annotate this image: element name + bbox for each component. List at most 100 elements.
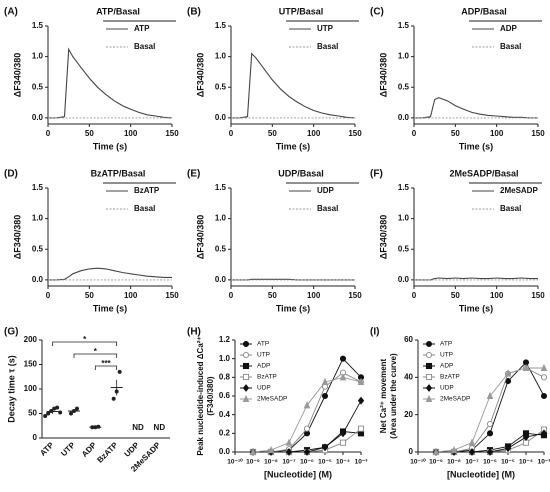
x-tick-label: 10⁻³ — [355, 459, 369, 466]
y-tick-label: 0.4 — [219, 410, 231, 419]
y-tick-label: 0.2 — [219, 428, 231, 437]
y-tick-label: 1.5 — [32, 21, 44, 30]
marker — [249, 447, 257, 456]
series-line — [414, 97, 538, 119]
marker — [357, 377, 365, 386]
x-tick-label: 10⁻¹⁰ — [227, 458, 243, 466]
panel: (A) 0.0 0.5 1.0 1.5 0 50 100 150 Time (s) ΔF340/38… — [4, 6, 179, 151]
x-tick-label: 10⁻⁸ — [264, 459, 278, 466]
legend-label: UDP — [317, 186, 335, 195]
y-tick-label: 1.0 — [398, 52, 410, 61]
panel-label: (I) — [370, 327, 379, 338]
x-tick-label: 50 — [451, 129, 460, 138]
significance-bracket — [52, 341, 118, 346]
x-tick-label: 50 — [451, 291, 460, 300]
series-line — [231, 52, 356, 119]
legend-label: Basal — [134, 42, 155, 51]
marker — [468, 448, 476, 456]
x-tick-label: 100 — [307, 291, 321, 300]
legend-marker — [242, 373, 250, 381]
chart-title: ADP/Basal — [461, 6, 507, 16]
x-tick-label: 150 — [348, 129, 362, 138]
x-tick-label: UTP — [59, 440, 77, 458]
x-tick-label: 150 — [531, 291, 545, 300]
legend-marker — [425, 362, 433, 370]
legend-label: UTP — [440, 352, 453, 359]
panel: (E) 0.0 0.5 1.0 1.5 0 50 100 150 Time (s) ΔF340/38… — [187, 168, 362, 313]
x-tick-label: 10⁻⁷ — [465, 459, 479, 466]
x-tick-label: 10⁻⁵ — [318, 459, 332, 466]
x-axis-label: [Nucleotide] (M) — [264, 469, 332, 479]
marker — [540, 392, 548, 400]
legend-marker — [242, 362, 250, 370]
y-tick-label: 1.0 — [215, 52, 227, 61]
legend-label: BzATP — [440, 374, 460, 381]
x-tick-label: 50 — [85, 129, 94, 138]
y-tick-label: 0.0 — [215, 275, 227, 284]
x-axis-label: Time (s) — [276, 303, 310, 313]
y-axis-label: ΔF340/380 — [195, 215, 205, 260]
chart-title: UTP/Basal — [279, 6, 324, 16]
y-tick-label: 150 — [24, 360, 38, 369]
x-tick-label: 10⁻⁸ — [447, 459, 461, 466]
legend-label: BzATP — [257, 374, 277, 381]
x-tick-label: 10⁻⁹ — [429, 459, 443, 466]
marker — [504, 444, 512, 453]
y-tick-label: 0.5 — [398, 244, 410, 253]
panel-label: (A) — [4, 7, 18, 18]
y-tick-label: 1.0 — [32, 214, 44, 223]
marker — [540, 429, 548, 438]
x-axis-label: Time (s) — [93, 303, 127, 313]
significance-label: *** — [101, 359, 111, 368]
x-tick-label: ADP — [80, 440, 99, 459]
y-tick-label: 200 — [24, 335, 38, 344]
x-tick-label: 100 — [124, 291, 138, 300]
y-tick-label: 0.0 — [398, 113, 410, 122]
marker — [450, 445, 458, 454]
significance-bracket — [73, 353, 118, 358]
x-tick-label: 100 — [307, 129, 321, 138]
y-tick-label: 1.0 — [219, 354, 231, 363]
legend-label: Basal — [317, 42, 338, 51]
y-tick-label: 1.0 — [32, 52, 44, 61]
panel-label: (F) — [370, 169, 383, 180]
data-point — [111, 396, 116, 401]
y-tick-label: 0.0 — [215, 113, 227, 122]
x-tick-label: 10⁻⁵ — [501, 459, 515, 466]
legend-label: ADP — [500, 24, 518, 33]
y-tick-label: 1.2 — [219, 335, 231, 344]
y-axis-label: ΔF340/380 — [378, 215, 388, 260]
data-point — [55, 405, 60, 410]
data-point — [46, 411, 51, 416]
x-tick-label: 10⁻⁷ — [282, 459, 296, 466]
x-tick-label: 0 — [412, 291, 417, 300]
marker — [285, 438, 293, 446]
marker — [357, 396, 365, 405]
x-tick-label: 0 — [229, 129, 234, 138]
legend-label: ATP — [257, 341, 269, 348]
x-tick-label: 10⁻¹⁰ — [410, 458, 426, 466]
legend-marker — [425, 340, 433, 348]
legend-marker — [425, 373, 433, 381]
panel: (B) 0.0 0.5 1.0 1.5 0 50 100 150 Time (s) ΔF340/38… — [187, 6, 362, 151]
marker — [285, 448, 293, 456]
marker — [540, 363, 548, 372]
legend-label: UDP — [257, 385, 271, 392]
series-line — [48, 267, 172, 281]
x-tick-label: 50 — [268, 129, 277, 138]
x-axis-label: [Nucleotide] (M) — [447, 469, 515, 479]
y-tick-label: 0.0 — [32, 113, 44, 122]
annotation: ND — [132, 423, 144, 432]
marker — [540, 374, 548, 381]
x-tick-label: 10⁻⁴ — [519, 459, 533, 466]
x-tick-label: 10⁻⁹ — [246, 459, 260, 466]
data-point — [58, 410, 63, 415]
legend-label: ADP — [440, 363, 453, 370]
x-tick-label: ATP — [38, 440, 56, 458]
marker — [522, 363, 530, 372]
y-axis-label: ΔF340/380 — [12, 215, 22, 260]
y-axis-label: ΔF340/380 — [378, 53, 388, 98]
marker — [468, 438, 476, 446]
x-tick-label: 0 — [412, 129, 417, 138]
